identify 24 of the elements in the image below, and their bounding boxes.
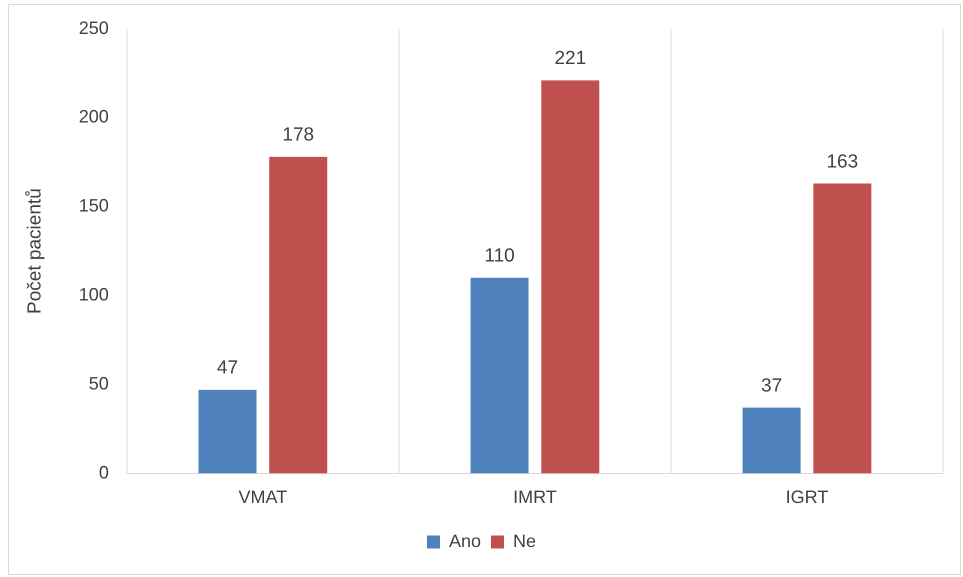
legend-label: Ano [448,530,482,551]
y-tick-label: 50 [88,373,109,394]
x-tick-label: IMRT [513,487,557,508]
y-tick-label: 150 [78,196,109,216]
bar [470,278,529,474]
data-label: 37 [761,375,782,396]
bar [813,184,872,474]
legend-label: Ne [513,530,536,551]
bar [198,390,256,474]
y-tick-label: 0 [98,462,109,482]
data-label: 110 [484,246,515,267]
y-tick-label: 200 [78,106,109,127]
bar [742,408,801,474]
y-axis-title: Počet pacientů [24,188,46,314]
data-label: 221 [554,48,586,70]
x-tick-label: VMAT [238,487,288,508]
bar [541,80,600,474]
bar [269,156,328,474]
x-tick-label: IGRT [786,487,828,508]
data-label: 178 [282,124,314,146]
y-tick-label: 250 [78,18,109,38]
data-label: 47 [216,358,238,379]
data-label: 163 [826,151,858,172]
y-tick-label: 100 [78,284,109,305]
